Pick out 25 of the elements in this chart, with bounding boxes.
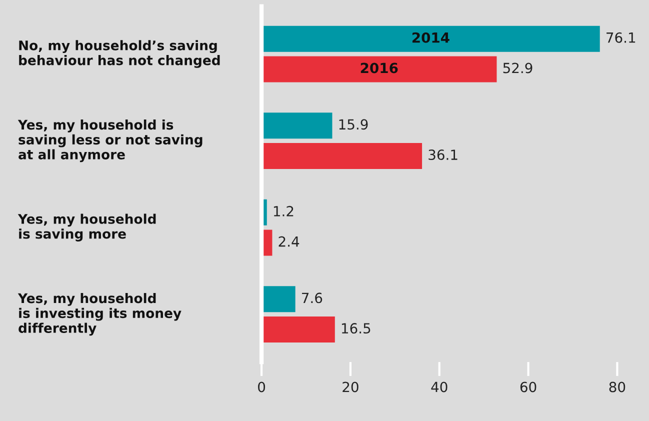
x-tick-label: 60 bbox=[520, 382, 536, 392]
data-label: 76.1 bbox=[606, 32, 636, 43]
bar bbox=[262, 286, 296, 312]
data-label: 36.1 bbox=[428, 150, 458, 160]
y-tick-label: Yes, my household is saving less or not saving at all anymore bbox=[18, 119, 202, 162]
x-tick-label: 80 bbox=[609, 382, 626, 392]
data-label: 16.5 bbox=[342, 323, 370, 334]
y-tick-label: No, my household’s saving behaviour has not changed bbox=[19, 40, 220, 68]
x-tick-label: 20 bbox=[342, 382, 358, 392]
data-label: 1.2 bbox=[274, 206, 294, 216]
bar bbox=[262, 112, 332, 139]
y-tick-label: Yes, my household is investing its money differently bbox=[18, 293, 182, 336]
data-label: 7.6 bbox=[302, 292, 322, 304]
data-label: 52.9 bbox=[503, 62, 532, 74]
series-label: 2014 bbox=[412, 32, 450, 43]
data-label: 2.4 bbox=[278, 236, 300, 247]
bar bbox=[262, 316, 335, 343]
bar bbox=[262, 26, 600, 52]
y-tick-label: Yes, my household is saving more bbox=[18, 214, 156, 242]
bar bbox=[262, 142, 422, 170]
data-label: 15.9 bbox=[339, 119, 368, 130]
x-tick-label: 40 bbox=[431, 382, 448, 392]
bar bbox=[262, 56, 497, 82]
x-tick-label: 0 bbox=[258, 382, 266, 392]
series-label: 2016 bbox=[360, 62, 398, 74]
